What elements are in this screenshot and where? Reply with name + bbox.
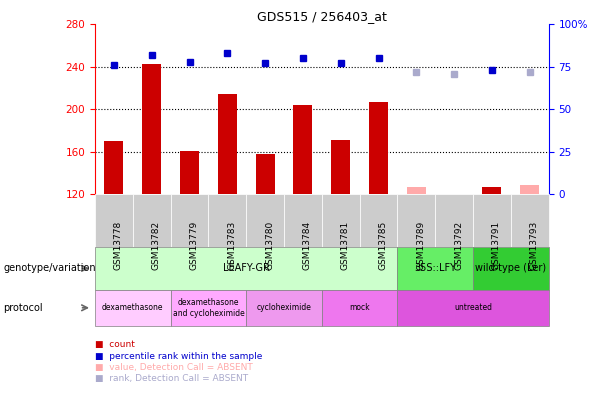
Text: GSM13784: GSM13784 (303, 221, 312, 270)
Text: GSM13778: GSM13778 (114, 221, 123, 270)
Bar (180, 151, 199, 194)
Text: GSM13782: GSM13782 (152, 221, 161, 270)
Text: dexamethasone
and cycloheximide: dexamethasone and cycloheximide (172, 298, 245, 318)
Bar (482, 187, 501, 194)
Text: protocol: protocol (3, 303, 43, 313)
Bar (331, 140, 350, 194)
Text: cycloheximide: cycloheximide (257, 303, 311, 312)
Text: ■  count: ■ count (95, 340, 135, 349)
Title: GDS515 / 256403_at: GDS515 / 256403_at (257, 10, 387, 23)
Text: GSM13785: GSM13785 (379, 221, 387, 270)
Text: genotype/variation: genotype/variation (3, 263, 96, 273)
Text: GSM13779: GSM13779 (189, 221, 199, 270)
Text: ■  rank, Detection Call = ABSENT: ■ rank, Detection Call = ABSENT (95, 374, 248, 383)
Text: GSM13789: GSM13789 (416, 221, 425, 270)
Text: GSM13783: GSM13783 (227, 221, 237, 270)
Text: untreated: untreated (454, 303, 492, 312)
Text: GSM13793: GSM13793 (530, 221, 539, 270)
Text: mock: mock (349, 303, 370, 312)
Text: LEAFY-GR: LEAFY-GR (223, 263, 270, 273)
Text: ■  value, Detection Call = ABSENT: ■ value, Detection Call = ABSENT (95, 363, 253, 372)
Bar (256, 154, 275, 194)
Bar (294, 105, 313, 194)
Text: GSM13791: GSM13791 (492, 221, 501, 270)
Text: GSM13780: GSM13780 (265, 221, 274, 270)
Bar (407, 187, 426, 194)
Bar (104, 141, 123, 194)
Text: GSM13781: GSM13781 (341, 221, 350, 270)
Bar (218, 94, 237, 194)
Bar (369, 102, 388, 194)
Text: dexamethasone: dexamethasone (102, 303, 164, 312)
Bar (142, 64, 161, 194)
Text: ■  percentile rank within the sample: ■ percentile rank within the sample (95, 352, 262, 360)
Text: GSM13792: GSM13792 (454, 221, 463, 270)
Text: 35S::LFY: 35S::LFY (414, 263, 456, 273)
Text: wild-type (Ler): wild-type (Ler) (475, 263, 546, 273)
Bar (520, 185, 539, 194)
